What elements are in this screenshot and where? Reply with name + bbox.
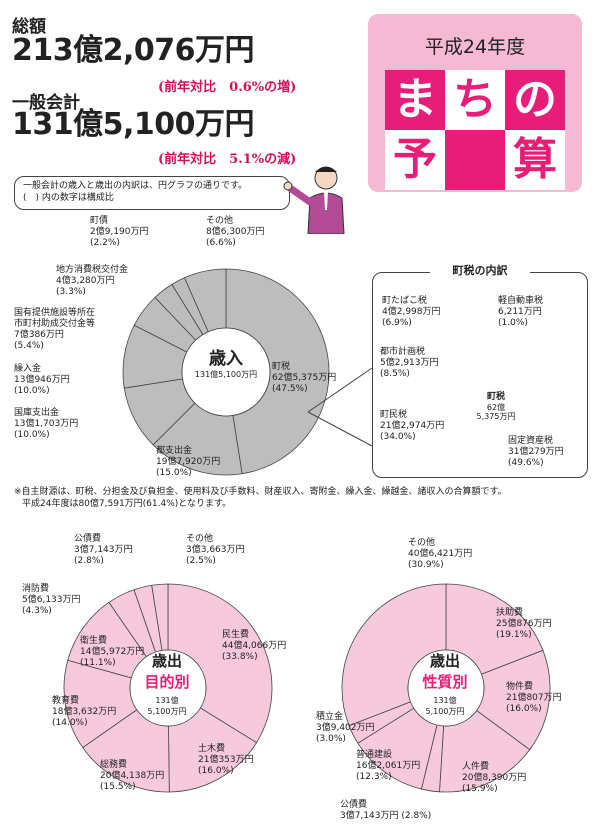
pur-label-general-affairs: 総務費 20億4,138万円 (15.5%) <box>100 760 165 792</box>
title-char-chi: ち <box>445 70 505 130</box>
title-char-san: 算 <box>505 130 565 190</box>
general-value: 131億5,100万円 <box>12 107 255 142</box>
general-compare: (前年対比 5.1%の減) <box>158 152 297 167</box>
title-char-ma: ま <box>385 70 445 130</box>
total-compare: (前年対比 0.6%の増) <box>158 80 297 95</box>
revenue-center-title: 歳入 <box>209 349 243 369</box>
footnote-line1: ※自主財源は、町税、分担金及び負担金、使用料及び手数料、財産収入、寄附金、繰入金… <box>14 487 507 497</box>
tax-label-tobacco: 町たばこ税 4億2,998万円 (6.9%) <box>382 296 441 328</box>
purpose-pie <box>63 583 273 793</box>
total-value: 213億2,076万円 <box>12 33 255 68</box>
rev-label-transfer: 繰入金 13億946万円 (10.0%) <box>14 364 70 396</box>
nat-label-goods: 物件費 21億807万円 (16.0%) <box>506 682 562 714</box>
tax-label-city-planning: 都市計画税 5億2,913万円 (8.5%) <box>380 347 439 379</box>
tax-label-light-vehicle: 軽自動車税 6,211万円 (1.0%) <box>498 296 544 328</box>
nat-label-personnel: 人件費 20億8,390万円 (15.9%) <box>462 762 527 794</box>
revenue-hole <box>181 327 271 417</box>
rev-label-other: その他 8億6,300万円 (6.6%) <box>206 216 265 248</box>
nat-label-construction: 普通建設 16億2,061万円 (12.3%) <box>356 750 421 782</box>
title-box: 平成24年度 ま ち の 予 算 <box>368 14 582 192</box>
nat-label-reserve: 積立金 3億9,402万円 (3.0%) <box>316 712 375 744</box>
intro-note: 一般会計の歳入と歳出の内訳は、円グラフの通りです。 ( ) 内の数字は構成比 <box>14 176 290 210</box>
nature-pie <box>341 583 551 793</box>
nat-label-assistance: 扶助費 25億876万円 (19.1%) <box>496 608 552 640</box>
pur-label-health: 衛生費 14億5,972万円 (11.1%) <box>80 636 145 668</box>
rev-label-bond: 町債 2億9,190万円 (2.2%) <box>90 216 149 248</box>
intro-line2: ( ) 内の数字は構成比 <box>23 193 114 204</box>
nature-center: 歳出 性質別 131億 5,100万円 <box>422 652 468 716</box>
nature-hole <box>407 649 485 727</box>
town-tax-callout <box>307 367 373 447</box>
title-blank-cell <box>445 130 505 190</box>
tax-label-resident: 町民税 21億2,974万円 (34.0%) <box>380 410 445 442</box>
pur-label-education: 教育費 18億3,632万円 (14.0%) <box>52 696 117 728</box>
pur-label-welfare: 民生費 44億4,066万円 (33.8%) <box>222 630 287 662</box>
rev-label-tokyo: 都支出金 19億7,920万円 (15.0%) <box>156 446 221 478</box>
revenue-center-amount: 131億5,100万円 <box>194 370 258 379</box>
nat-label-other: その他 40億6,421万円 (30.9%) <box>408 538 473 570</box>
tax-label-property: 固定資産税 31億279万円 (49.6%) <box>508 436 564 468</box>
presenter-illustration <box>283 166 345 234</box>
nat-label-debt: 公債費 3億7,143万円 (2.8%) <box>340 800 432 821</box>
town-tax-title: 町税の内訳 <box>430 262 530 278</box>
pur-label-other: その他 3億3,663万円 (2.5%) <box>186 534 245 566</box>
rev-label-consumption: 地方消費税交付金 4億3,280万円 (3.3%) <box>56 265 129 297</box>
purpose-center: 歳出 目的別 131億 5,100万円 <box>144 652 190 716</box>
general-label: 一般会計 <box>12 93 80 113</box>
pur-label-civil: 土木費 21億353万円 (16.0%) <box>198 744 254 776</box>
intro-line1: 一般会計の歳入と歳出の内訳は、円グラフの通りです。 <box>23 181 248 191</box>
rev-label-facility: 国有提供施設等所在 市町村助成交付金等 7億386万円 (5.4%) <box>14 308 96 351</box>
revenue-pie <box>122 268 330 476</box>
footnote: ※自主財源は、町税、分担金及び負担金、使用料及び手数料、財産収入、寄附金、繰入金… <box>14 486 590 510</box>
revenue-center: 歳入 131億5,100万円 <box>182 344 270 400</box>
rev-label-national: 国庫支出金 13億1,703万円 (10.0%) <box>14 408 79 440</box>
total-label: 総額 <box>12 17 46 37</box>
pur-label-debt: 公債費 3億7,143万円 (2.8%) <box>74 534 133 566</box>
rev-label-town-tax: 町税 62億5,375万円 (47.5%) <box>272 362 337 394</box>
title-year: 平成24年度 <box>424 36 526 58</box>
pur-label-fire: 消防費 5億6,133万円 (4.3%) <box>22 584 81 616</box>
town-tax-center: 町税 62億 5,375万円 <box>476 392 516 422</box>
leader-lines <box>307 367 373 447</box>
purpose-hole <box>129 649 207 727</box>
title-char-no: の <box>505 70 565 130</box>
title-char-yo: 予 <box>385 130 445 190</box>
footnote-line2: 平成24年度は80億7,591万円(61.4%)となります。 <box>22 499 232 510</box>
title-grid: ま ち の 予 算 <box>385 70 565 190</box>
